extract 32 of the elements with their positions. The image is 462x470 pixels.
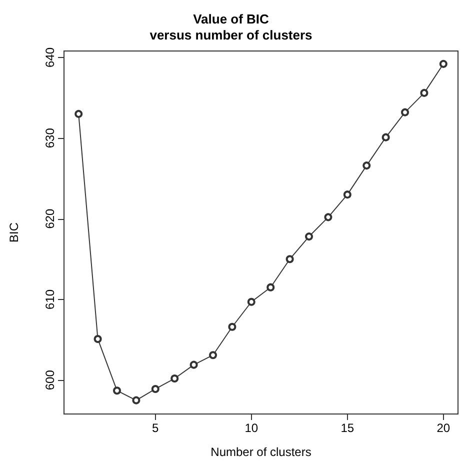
point <box>420 88 428 97</box>
x-axis-title: Number of clusters <box>210 445 312 459</box>
point <box>209 351 217 360</box>
y-tick-label: 610 <box>43 289 57 310</box>
point <box>382 133 390 142</box>
point <box>401 108 410 116</box>
point <box>343 190 352 199</box>
point <box>74 110 83 118</box>
point <box>228 322 236 331</box>
point <box>324 213 332 222</box>
point <box>113 386 121 395</box>
x-tick-label: 10 <box>244 421 258 435</box>
point <box>94 334 102 343</box>
point <box>247 298 256 306</box>
point <box>132 396 140 404</box>
point <box>286 255 294 264</box>
x-tick-label: 15 <box>340 421 354 435</box>
point <box>190 360 198 369</box>
point <box>266 283 275 292</box>
point <box>151 384 160 393</box>
y-tick-label: 640 <box>43 47 57 68</box>
y-tick-label: 620 <box>43 208 57 229</box>
chart-title: Value of BIC versus number of clusters <box>150 12 312 42</box>
x-tick-label: 20 <box>436 421 450 435</box>
y-axis-title: BIC <box>7 222 21 243</box>
y-tick-label: 630 <box>43 128 57 148</box>
point <box>362 162 371 170</box>
point <box>439 60 448 68</box>
x-tick-label: 5 <box>152 421 160 435</box>
point <box>170 374 179 383</box>
point <box>305 232 313 241</box>
y-tick-label: 600 <box>43 370 57 390</box>
